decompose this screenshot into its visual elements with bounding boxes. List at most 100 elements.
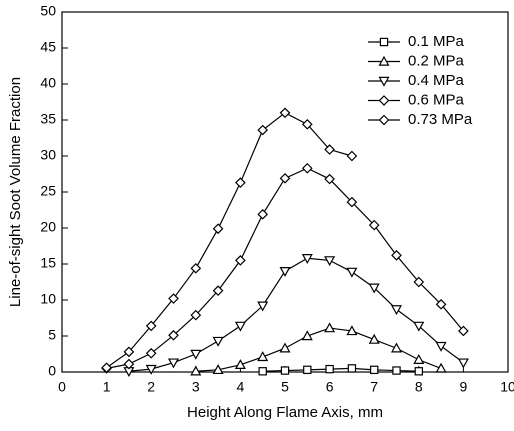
data-point: [123, 346, 135, 358]
data-point: [435, 298, 447, 310]
y-tick-label: 30: [40, 147, 56, 163]
data-point: [301, 254, 313, 264]
data-point: [123, 358, 135, 370]
data-point: [370, 365, 379, 375]
data-point: [392, 366, 401, 375]
data-point: [368, 219, 380, 231]
data-point: [234, 359, 246, 369]
data-point: [145, 320, 157, 332]
data-point: [413, 321, 425, 332]
data-point: [324, 144, 335, 155]
data-point: [414, 367, 424, 376]
data-point: [235, 177, 246, 188]
y-tick-label: 15: [40, 255, 56, 271]
legend-marker: [378, 95, 390, 106]
x-tick-label: 1: [103, 379, 111, 395]
data-point: [257, 301, 269, 312]
data-point: [279, 107, 291, 119]
y-tick-label: 45: [40, 39, 56, 55]
data-point: [258, 367, 267, 376]
data-point: [368, 283, 380, 294]
y-tick-label: 0: [48, 363, 56, 379]
data-point: [324, 322, 336, 333]
data-point: [346, 196, 358, 208]
y-tick-label: 35: [40, 111, 56, 127]
x-tick-label: 10: [500, 379, 514, 395]
x-tick-label: 6: [326, 379, 334, 395]
y-axis-title: Line-of-sight Soot Volume Fraction: [7, 77, 24, 307]
data-point: [303, 365, 312, 375]
data-point: [325, 364, 334, 374]
y-tick-label: 10: [40, 291, 56, 307]
data-point: [257, 351, 269, 362]
data-point: [324, 173, 335, 185]
data-point: [257, 124, 269, 136]
data-point: [167, 358, 180, 369]
data-point: [390, 342, 403, 353]
data-point: [234, 321, 246, 332]
data-point: [168, 329, 179, 341]
x-tick-label: 3: [192, 379, 200, 395]
data-point: [212, 285, 224, 296]
data-point: [168, 293, 179, 304]
legend-label: 0.2 MPa: [408, 52, 465, 69]
x-tick-label: 4: [237, 379, 245, 395]
data-point: [301, 330, 313, 341]
legend-marker: [378, 114, 390, 126]
data-point: [235, 255, 246, 266]
legend-label: 0.1 MPa: [408, 33, 465, 50]
data-point: [391, 250, 402, 261]
data-point: [390, 305, 403, 316]
data-point: [346, 267, 358, 278]
y-tick-label: 40: [40, 75, 56, 91]
data-point: [458, 325, 469, 337]
data-point: [324, 256, 336, 267]
x-tick-label: 0: [58, 379, 66, 395]
y-tick-label: 50: [40, 3, 56, 19]
data-point: [145, 364, 157, 375]
data-point: [346, 150, 358, 162]
legend-marker: [378, 76, 390, 87]
data-point: [212, 336, 224, 347]
x-tick-label: 5: [281, 379, 289, 395]
data-point: [280, 366, 290, 375]
data-point: [301, 162, 313, 174]
legend-label: 0.6 MPa: [408, 91, 465, 108]
data-point: [346, 325, 358, 336]
data-point: [257, 208, 269, 220]
data-point: [190, 365, 202, 376]
data-point: [435, 341, 447, 352]
data-point: [279, 172, 291, 184]
legend-label: 0.4 MPa: [408, 72, 465, 89]
series-line: [128, 257, 464, 372]
data-point: [413, 276, 425, 288]
series-line: [195, 327, 442, 372]
data-point: [368, 333, 380, 344]
data-point: [435, 362, 447, 373]
y-tick-label: 25: [40, 183, 56, 199]
legend-label: 0.73 MPa: [408, 111, 473, 128]
legend-marker: [378, 55, 390, 66]
x-tick-label: 8: [415, 379, 423, 395]
x-tick-label: 9: [460, 379, 468, 395]
data-point: [190, 309, 202, 321]
data-point: [145, 347, 157, 359]
y-tick-label: 5: [48, 327, 56, 343]
x-tick-label: 7: [370, 379, 378, 395]
x-axis-title: Height Along Flame Axis, mm: [187, 404, 383, 421]
data-point: [101, 362, 112, 374]
data-point: [212, 364, 224, 375]
data-point: [457, 358, 469, 369]
data-point: [301, 118, 313, 130]
y-tick-label: 20: [40, 219, 56, 235]
data-point: [347, 364, 357, 373]
data-point: [279, 267, 291, 277]
series-line: [106, 112, 353, 369]
legend-marker: [379, 37, 389, 47]
data-point: [190, 262, 202, 274]
data-point: [413, 354, 425, 364]
x-tick-label: 2: [147, 379, 155, 395]
data-point: [279, 342, 291, 353]
